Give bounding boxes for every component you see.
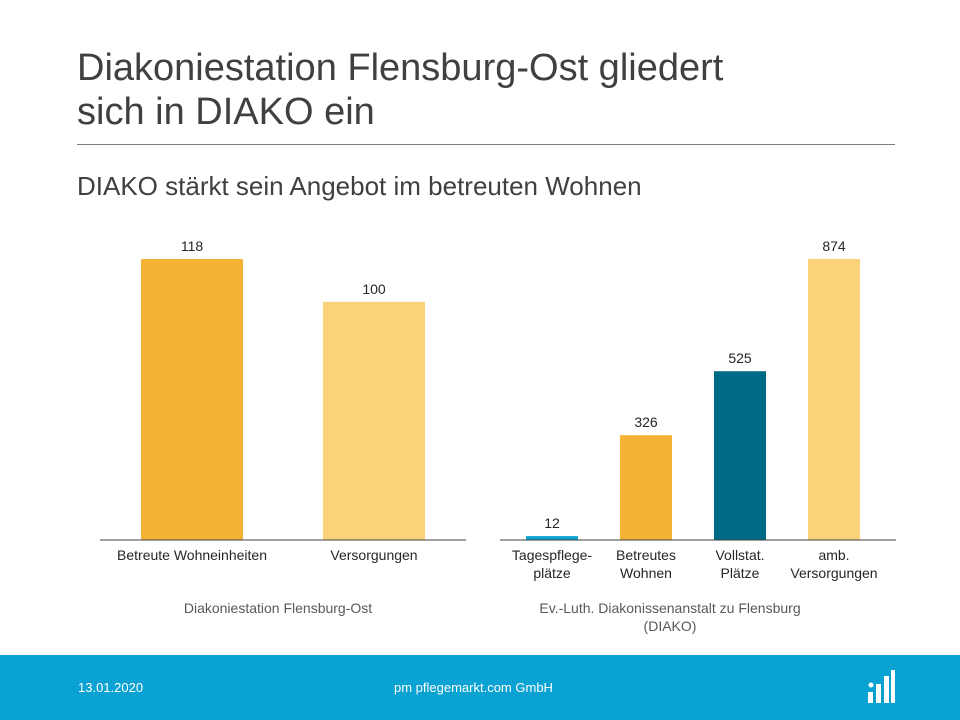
category-label: plätze: [533, 565, 571, 581]
category-label: Vollstat.: [715, 547, 764, 563]
data-label: 118: [181, 238, 204, 254]
data-label: 100: [362, 281, 386, 297]
slide-title: Diakoniestation Flensburg-Ost gliedert s…: [77, 46, 897, 134]
data-label: 12: [544, 515, 560, 531]
category-label: Versorgungen: [330, 547, 417, 563]
chart-title: Diakoniestation Flensburg-Ost: [184, 600, 372, 616]
category-label: Betreute Wohneinheiten: [117, 547, 267, 563]
footer-company: pm pflegemarkt.com GmbH: [394, 680, 553, 695]
data-label: 874: [822, 238, 846, 254]
category-label: Betreutes: [616, 547, 676, 563]
chart-title: (DIAKO): [644, 618, 697, 634]
footer-date: 13.01.2020: [78, 680, 144, 695]
bar: [620, 435, 672, 540]
title-divider: [77, 144, 895, 145]
title-line-1: Diakoniestation Flensburg-Ost gliedert: [77, 47, 724, 89]
bar: [323, 301, 425, 540]
title-line-2: sich in DIAKO ein: [77, 91, 375, 133]
bar: [714, 371, 766, 540]
data-label: 326: [634, 414, 658, 430]
footer-bar: 13.01.2020 pm pflegemarkt.com GmbH: [0, 655, 960, 720]
bar: [141, 259, 243, 540]
bar: [808, 259, 860, 540]
data-label: 525: [728, 350, 752, 366]
category-label: amb.: [818, 547, 849, 563]
bar-charts: 118 Betreute Wohneinheiten 100 Versorgungen…: [100, 238, 896, 634]
bar: [526, 536, 578, 540]
category-label: Versorgungen: [790, 565, 877, 581]
category-label: Wohnen: [620, 565, 672, 581]
slide-subtitle: DIAKO stärkt sein Angebot im betreuten W…: [77, 171, 642, 201]
category-label: Plätze: [721, 565, 760, 581]
category-label: Tagespflege-: [512, 547, 593, 563]
bar-chart-logo-icon: [868, 670, 895, 703]
chart-title: Ev.-Luth. Diakonissenanstalt zu Flensbur…: [539, 600, 800, 616]
